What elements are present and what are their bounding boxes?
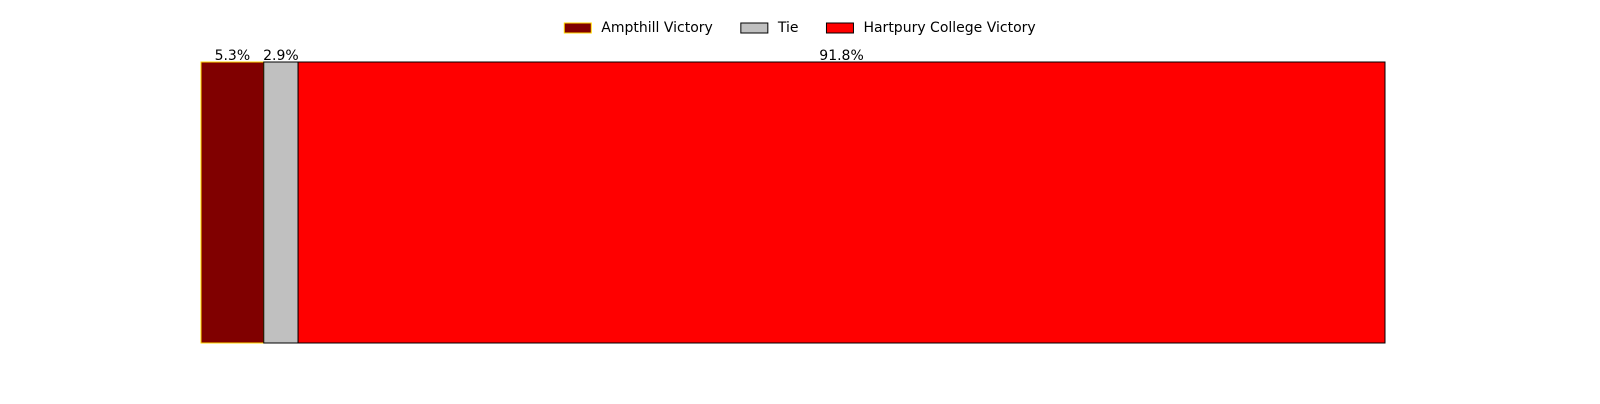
bar-stack	[200, 61, 1386, 344]
data-label-ampthill-victory: 5.3%	[215, 48, 251, 64]
legend-item-ampthill-victory: Ampthill Victory	[563, 20, 713, 36]
legend-label-ampthill-victory: Ampthill Victory	[601, 20, 713, 36]
legend-label-tie: Tie	[777, 20, 799, 36]
legend-item-tie: Tie	[740, 20, 799, 36]
bar-segment-ampthill-victory	[200, 61, 265, 344]
bar-segment-hartpury-college-victory	[297, 61, 1386, 344]
bar-segment-tie	[263, 61, 299, 344]
legend-swatch-ampthill-victory	[563, 22, 592, 34]
data-label-tie: 2.9%	[263, 48, 299, 64]
legend-item-hartpury-college-victory: Hartpury College Victory	[825, 20, 1036, 36]
legend-label-hartpury-college-victory: Hartpury College Victory	[863, 20, 1035, 36]
legend: Ampthill Victory Tie Hartpury College Vict…	[563, 20, 1036, 36]
data-labels: 5.3% 2.9% 91.8%	[215, 48, 864, 64]
legend-swatch-tie	[740, 22, 769, 34]
legend-swatch-hartpury-college-victory	[825, 22, 854, 34]
data-label-hartpury-college-victory: 91.8%	[819, 48, 863, 64]
